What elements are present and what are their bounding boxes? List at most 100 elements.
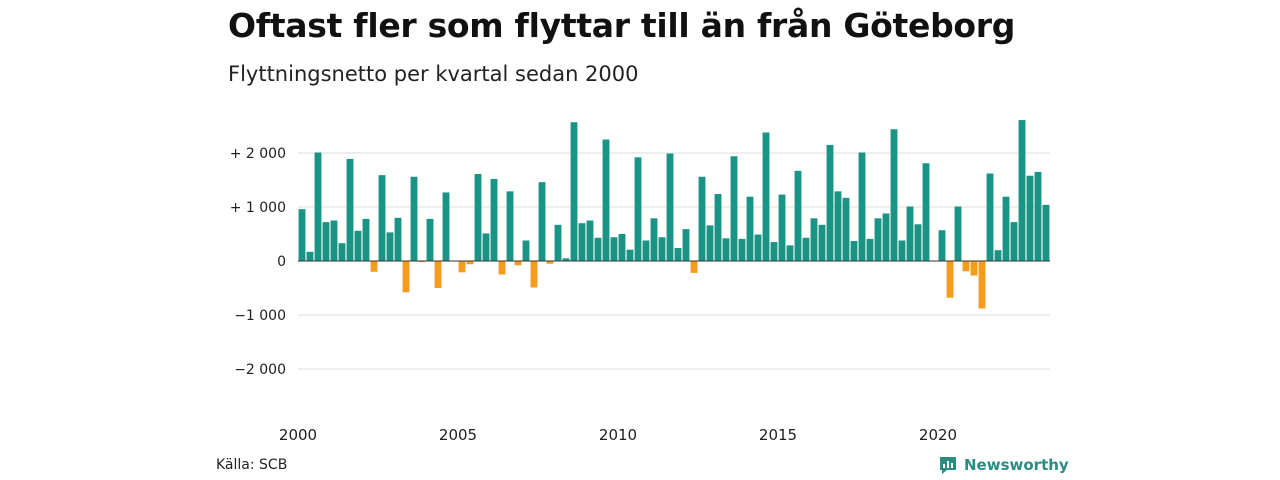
bar-chart-logo-icon	[940, 457, 956, 474]
chart-subtitle: Flyttningsnetto per kvartal sedan 2000	[228, 62, 639, 86]
x-axis-tick-labels: 2000 2005 2010 2015 2020	[279, 426, 957, 444]
bar	[474, 174, 482, 261]
bar	[378, 175, 386, 261]
bar	[434, 261, 442, 288]
bar	[346, 158, 354, 261]
source-label: Källa: SCB	[216, 457, 288, 473]
bar	[506, 191, 514, 261]
bar	[754, 234, 762, 261]
bar	[834, 191, 842, 261]
bar	[906, 206, 914, 261]
bar	[730, 156, 738, 261]
bar	[970, 261, 978, 276]
bar	[354, 230, 362, 261]
x-tick-label: 2010	[599, 426, 637, 444]
bar	[338, 243, 346, 261]
bar	[690, 261, 698, 273]
bar	[1010, 222, 1018, 261]
bar	[618, 234, 626, 261]
bar	[306, 251, 314, 261]
x-tick-label: 2005	[439, 426, 477, 444]
bar	[986, 173, 994, 261]
bar	[746, 196, 754, 261]
bar	[554, 224, 562, 261]
bar-chart: + 2 000 + 1 000 0 −1 000 −2 000 2000 2005 2010…	[230, 120, 1050, 444]
bar	[394, 217, 402, 261]
bar	[962, 261, 970, 272]
x-tick-label: 2020	[919, 426, 957, 444]
bar	[602, 139, 610, 261]
bar	[650, 218, 658, 261]
bar	[698, 176, 706, 261]
bar	[362, 218, 370, 261]
bar	[658, 237, 666, 261]
y-tick-label: + 1 000	[230, 200, 286, 216]
bar	[594, 237, 602, 261]
bar	[578, 223, 586, 261]
y-axis-tick-labels: + 2 000 + 1 000 0 −1 000 −2 000	[230, 146, 286, 378]
bar	[890, 129, 898, 261]
bar	[874, 218, 882, 261]
bar	[570, 122, 578, 261]
bar	[426, 218, 434, 261]
bar	[818, 224, 826, 261]
bar	[866, 238, 874, 261]
bar	[482, 233, 490, 261]
bar	[898, 240, 906, 261]
y-tick-label: −2 000	[234, 362, 286, 378]
bar	[858, 152, 866, 261]
bar	[610, 237, 618, 261]
bar	[522, 240, 530, 261]
bar	[674, 248, 682, 261]
y-tick-label: 0	[277, 254, 286, 270]
bar	[994, 250, 1002, 261]
bar	[586, 220, 594, 261]
y-tick-label: −1 000	[234, 308, 286, 324]
bars	[298, 120, 1050, 309]
bar	[1026, 175, 1034, 261]
x-tick-label: 2000	[279, 426, 317, 444]
bar	[1034, 171, 1042, 261]
bar	[538, 182, 546, 261]
bar	[1018, 120, 1026, 261]
bar	[370, 261, 378, 272]
chart-title: Oftast fler som flyttar till än från Göt…	[228, 6, 1016, 45]
bar	[546, 261, 554, 264]
bar	[330, 220, 338, 261]
newsworthy-logo[interactable]: Newsworthy	[938, 455, 1069, 475]
bar	[666, 153, 674, 261]
bar	[682, 229, 690, 261]
bar	[826, 144, 834, 261]
bar	[770, 242, 778, 261]
bar	[458, 261, 466, 273]
x-tick-label: 2015	[759, 426, 797, 444]
bar	[810, 218, 818, 261]
bar	[298, 209, 306, 261]
bar	[1042, 204, 1050, 261]
y-tick-label: + 2 000	[230, 146, 286, 162]
bar	[786, 245, 794, 261]
bar	[490, 178, 498, 261]
bar	[802, 237, 810, 261]
bar	[954, 206, 962, 261]
bar	[850, 241, 858, 261]
bar	[642, 240, 650, 261]
bar	[762, 132, 770, 261]
bar	[402, 261, 410, 293]
bar	[322, 222, 330, 261]
bar	[794, 170, 802, 261]
bar	[706, 225, 714, 261]
bar	[314, 152, 322, 261]
bar	[922, 163, 930, 261]
bar	[738, 238, 746, 261]
bar	[978, 261, 986, 309]
bar	[714, 194, 722, 261]
bar	[626, 249, 634, 261]
bar	[914, 224, 922, 261]
bar	[418, 261, 426, 263]
bar	[946, 261, 954, 298]
bar	[842, 197, 850, 261]
brand-name: Newsworthy	[964, 456, 1069, 474]
bar	[778, 194, 786, 261]
bar	[386, 232, 394, 261]
